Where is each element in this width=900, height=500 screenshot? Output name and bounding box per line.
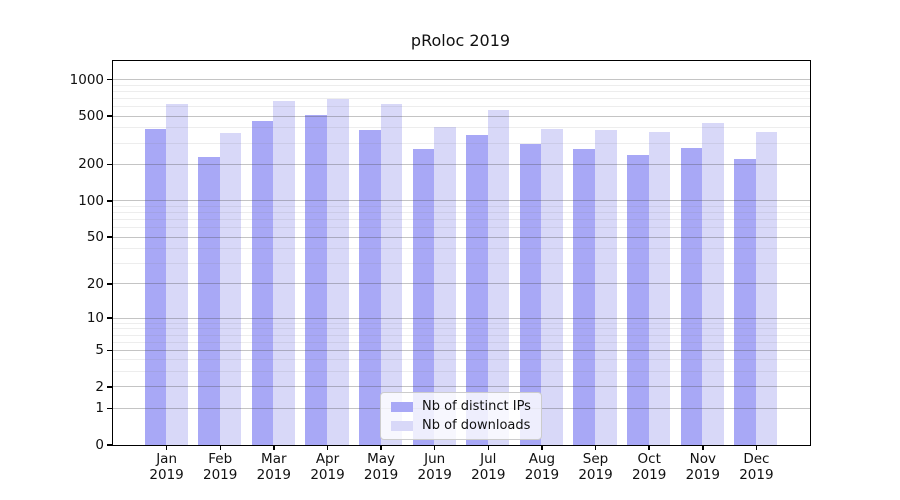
x-tick-mark — [487, 445, 490, 450]
bar-distinct-ips-oct — [627, 154, 649, 445]
legend: Nb of distinct IPs Nb of downloads — [380, 392, 542, 440]
x-tick-mark — [380, 445, 382, 450]
x-tick-label: Oct 2019 — [632, 451, 667, 483]
y-tick-label: 50 — [86, 229, 104, 245]
y-tick-mark — [107, 236, 113, 238]
legend-row-distinct-ips: Nb of distinct IPs — [391, 399, 531, 414]
x-tick-label: Aug 2019 — [524, 451, 560, 483]
gridline-minor — [112, 90, 810, 92]
chart-title: pRoloc 2019 — [410, 31, 511, 50]
y-tick-label: 20 — [86, 275, 104, 292]
x-tick-mark — [433, 445, 436, 450]
bar-distinct-ips-feb — [198, 156, 220, 445]
x-tick-label: Apr 2019 — [310, 451, 345, 483]
x-tick-label: Mar 2019 — [256, 451, 291, 483]
x-tick-label: Sep 2019 — [578, 451, 613, 483]
bar-distinct-ips-may — [359, 130, 381, 445]
plot-area — [111, 59, 811, 446]
y-tick-label: 10 — [86, 310, 104, 327]
y-tick-label: 100 — [78, 192, 104, 209]
x-tick-mark — [702, 445, 704, 450]
bar-downloads-jun — [434, 127, 456, 445]
x-tick-mark — [594, 445, 597, 450]
x-tick-mark — [273, 445, 275, 450]
bar-downloads-mar — [273, 100, 295, 445]
x-tick-label: May 2019 — [363, 451, 399, 483]
bar-distinct-ips-jun — [412, 149, 435, 445]
x-tick-label: Dec 2019 — [739, 451, 774, 483]
y-tick-label: 2 — [95, 378, 104, 395]
bar-distinct-ips-nov — [680, 147, 703, 445]
x-tick-mark — [541, 445, 543, 450]
y-tick-label: 500 — [78, 108, 104, 125]
bar-downloads-sep — [595, 130, 617, 445]
bar-downloads-feb — [219, 133, 242, 445]
y-tick-mark — [107, 163, 113, 166]
y-tick-mark — [107, 317, 113, 319]
legend-swatch-distinct-ips — [391, 401, 413, 412]
bar-distinct-ips-dec — [734, 158, 756, 445]
x-tick-label: Jul 2019 — [471, 451, 506, 483]
legend-label-distinct-ips: Nb of distinct IPs — [422, 399, 531, 414]
gridline-minor — [112, 84, 810, 86]
legend-swatch-downloads — [391, 420, 413, 431]
y-tick-mark — [107, 115, 113, 117]
bar-downloads-aug — [541, 128, 563, 445]
bar-distinct-ips-sep — [573, 148, 595, 445]
bar-downloads-apr — [327, 99, 349, 445]
legend-row-downloads: Nb of downloads — [391, 418, 531, 433]
gridline-major — [112, 115, 810, 117]
bar-distinct-ips-jan — [144, 128, 167, 445]
y-tick-label: 1000 — [69, 71, 104, 88]
x-tick-label: Feb 2019 — [203, 451, 238, 483]
bar-downloads-nov — [702, 122, 724, 445]
bar-downloads-may — [380, 103, 403, 445]
bar-downloads-dec — [755, 132, 778, 445]
x-tick-mark — [755, 445, 758, 450]
y-tick-mark — [107, 283, 113, 285]
y-tick-mark — [107, 386, 113, 388]
bar-distinct-ips-jul — [466, 135, 488, 445]
bar-distinct-ips-apr — [305, 115, 327, 445]
x-tick-mark — [648, 445, 650, 450]
y-tick-mark — [107, 200, 113, 202]
y-tick-label: 200 — [78, 156, 104, 173]
gridline-minor — [112, 106, 810, 107]
bar-distinct-ips-mar — [251, 120, 274, 445]
x-tick-mark — [219, 445, 221, 450]
bar-distinct-ips-aug — [519, 144, 542, 445]
x-tick-label: Nov 2019 — [685, 451, 720, 483]
x-tick-mark — [326, 445, 329, 450]
y-tick-mark — [107, 407, 113, 410]
bar-downloads-oct — [648, 132, 671, 445]
y-tick-mark — [107, 444, 113, 446]
x-tick-label: Jan 2019 — [149, 451, 184, 483]
y-tick-label: 0 — [95, 437, 104, 453]
legend-label-downloads: Nb of downloads — [422, 418, 531, 433]
bar-downloads-jan — [166, 104, 188, 445]
gridline-minor — [112, 97, 810, 99]
y-tick-label: 1 — [95, 400, 104, 417]
y-tick-label: 5 — [95, 342, 104, 359]
y-tick-mark — [107, 349, 113, 351]
bar-downloads-jul — [487, 110, 510, 445]
x-tick-mark — [165, 445, 168, 450]
gridline-major — [112, 79, 810, 80]
x-tick-label: Jun 2019 — [417, 451, 452, 483]
y-tick-mark — [107, 78, 113, 81]
